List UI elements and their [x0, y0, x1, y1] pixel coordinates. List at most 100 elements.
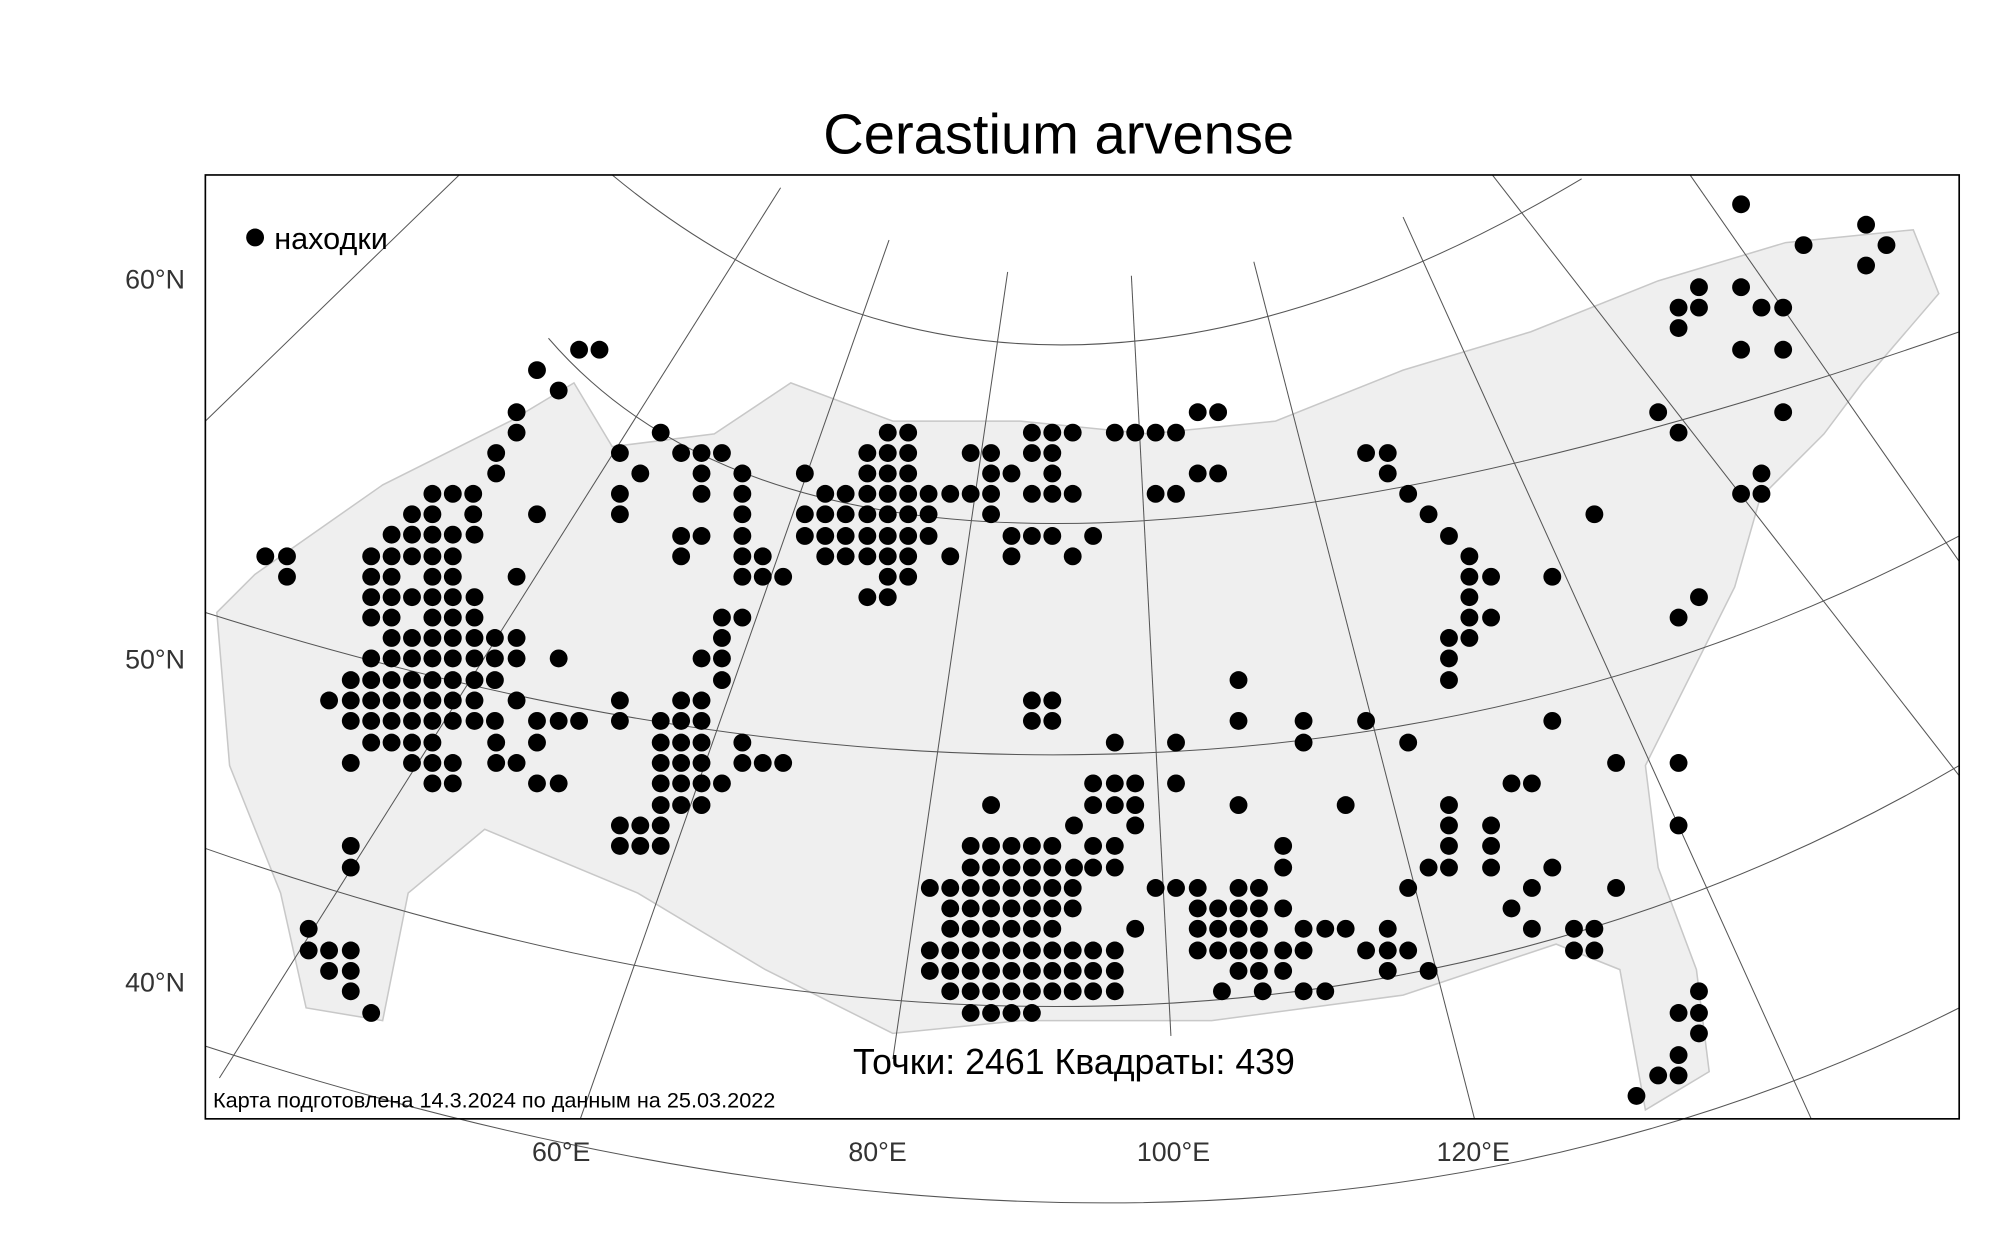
- occurrence-dot: [1690, 588, 1708, 607]
- occurrence-dot: [1460, 608, 1479, 627]
- occurrence-dot: [423, 629, 442, 647]
- occurrence-dot: [1043, 691, 1062, 710]
- occurrence-dot: [1482, 858, 1500, 877]
- occurrence-dot: [341, 858, 360, 877]
- occurrence-dot: [341, 691, 360, 710]
- occurrence-dot: [1105, 796, 1124, 814]
- occurrence-dot: [1607, 879, 1625, 897]
- occurrence-dot: [836, 484, 855, 503]
- occurrence-dot: [507, 649, 526, 668]
- occurrence-dot: [733, 464, 752, 483]
- occurrence-dot: [278, 547, 296, 566]
- occurrence-dot: [1084, 961, 1103, 980]
- occurrence-dot: [1543, 711, 1562, 730]
- occurrence-dot: [1419, 858, 1438, 877]
- occurrence-dot: [1669, 423, 1688, 442]
- occurrence-dot: [1043, 879, 1062, 897]
- occurrence-dot: [1043, 858, 1062, 877]
- occurrence-dot: [423, 567, 442, 586]
- occurrence-dot: [795, 505, 814, 524]
- occurrence-dot: [382, 691, 401, 710]
- occurrence-dot: [982, 941, 1000, 960]
- lat-label: 40°N: [125, 967, 185, 997]
- occurrence-dot: [1043, 464, 1062, 483]
- occurrence-dot: [1043, 961, 1062, 980]
- occurrence-dot: [1188, 464, 1207, 483]
- occurrence-dot: [651, 711, 670, 730]
- occurrence-dot: [1002, 941, 1021, 960]
- occurrence-dot: [753, 547, 772, 566]
- occurrence-dot: [672, 754, 691, 772]
- occurrence-dot: [1022, 941, 1041, 960]
- occurrence-dot: [1022, 836, 1041, 855]
- occurrence-dot: [362, 567, 381, 586]
- occurrence-dot: [1043, 484, 1062, 503]
- occurrence-dot: [465, 711, 484, 730]
- occurrence-dot: [1877, 236, 1896, 255]
- occurrence-dot: [464, 484, 483, 503]
- occurrence-dot: [487, 754, 506, 772]
- occurrence-dot: [692, 464, 711, 483]
- occurrence-dot: [919, 484, 938, 503]
- occurrence-dot: [1084, 796, 1103, 814]
- occurrence-dot: [1043, 444, 1062, 462]
- occurrence-dot: [1378, 464, 1397, 483]
- occurrence-dot: [692, 711, 711, 730]
- occurrence-dot: [1399, 879, 1418, 897]
- occurrence-dot: [1063, 423, 1082, 442]
- occurrence-dot: [919, 527, 938, 545]
- occurrence-dot: [528, 361, 546, 380]
- occurrence-dot: [590, 340, 609, 359]
- occurrence-dot: [878, 567, 897, 586]
- occurrence-dot: [878, 505, 897, 524]
- occurrence-dot: [816, 484, 835, 503]
- occurrence-dot: [1043, 836, 1062, 855]
- occurrence-dot: [362, 547, 381, 566]
- occurrence-dot: [713, 649, 731, 668]
- occurrence-dot: [1167, 774, 1185, 793]
- occurrence-dot: [507, 629, 526, 647]
- occurrence-dot: [1167, 484, 1185, 503]
- occurrence-dot: [423, 774, 442, 793]
- occurrence-dot: [549, 711, 568, 730]
- occurrence-dot: [1607, 754, 1625, 772]
- occurrence-dot: [899, 567, 918, 586]
- occurrence-dot: [1002, 1004, 1021, 1022]
- occurrence-dot: [1063, 941, 1082, 960]
- occurrence-dot: [920, 941, 939, 960]
- occurrence-dot: [423, 505, 442, 524]
- occurrence-dot: [899, 423, 918, 442]
- occurrence-dot: [278, 567, 296, 586]
- occurrence-dot: [403, 671, 421, 689]
- occurrence-dot: [403, 754, 421, 772]
- occurrence-dot: [1022, 961, 1041, 980]
- occurrence-dot: [1294, 919, 1313, 938]
- occurrence-dot: [423, 754, 442, 772]
- occurrence-dot: [362, 649, 381, 668]
- occurrence-dot: [465, 671, 484, 689]
- occurrence-dot: [1167, 423, 1185, 442]
- occurrence-dot: [1774, 340, 1793, 359]
- occurrence-dot: [713, 774, 731, 793]
- occurrence-dot: [570, 340, 589, 359]
- occurrence-dot: [672, 733, 691, 752]
- occurrence-dot: [672, 444, 691, 462]
- occurrence-dot: [941, 919, 960, 938]
- occurrence-dot: [858, 505, 877, 524]
- occurrence-dot: [692, 444, 711, 462]
- occurrence-dot: [1399, 941, 1418, 960]
- map-title: Cerastium arvense: [823, 102, 1294, 165]
- map-frame: [204, 174, 1961, 1120]
- occurrence-dot: [1063, 982, 1082, 1001]
- occurrence-dot: [362, 588, 381, 607]
- occurrence-dot: [1022, 1004, 1041, 1022]
- occurrence-dot: [299, 941, 318, 960]
- occurrence-dot: [382, 629, 401, 647]
- occurrence-dot: [1316, 982, 1335, 1001]
- occurrence-dots: [256, 195, 1896, 1105]
- occurrence-dot: [320, 941, 339, 960]
- occurrence-dot: [836, 547, 855, 566]
- occurrence-dot: [961, 982, 980, 1001]
- occurrence-dot: [692, 774, 711, 793]
- occurrence-dot: [1229, 899, 1248, 918]
